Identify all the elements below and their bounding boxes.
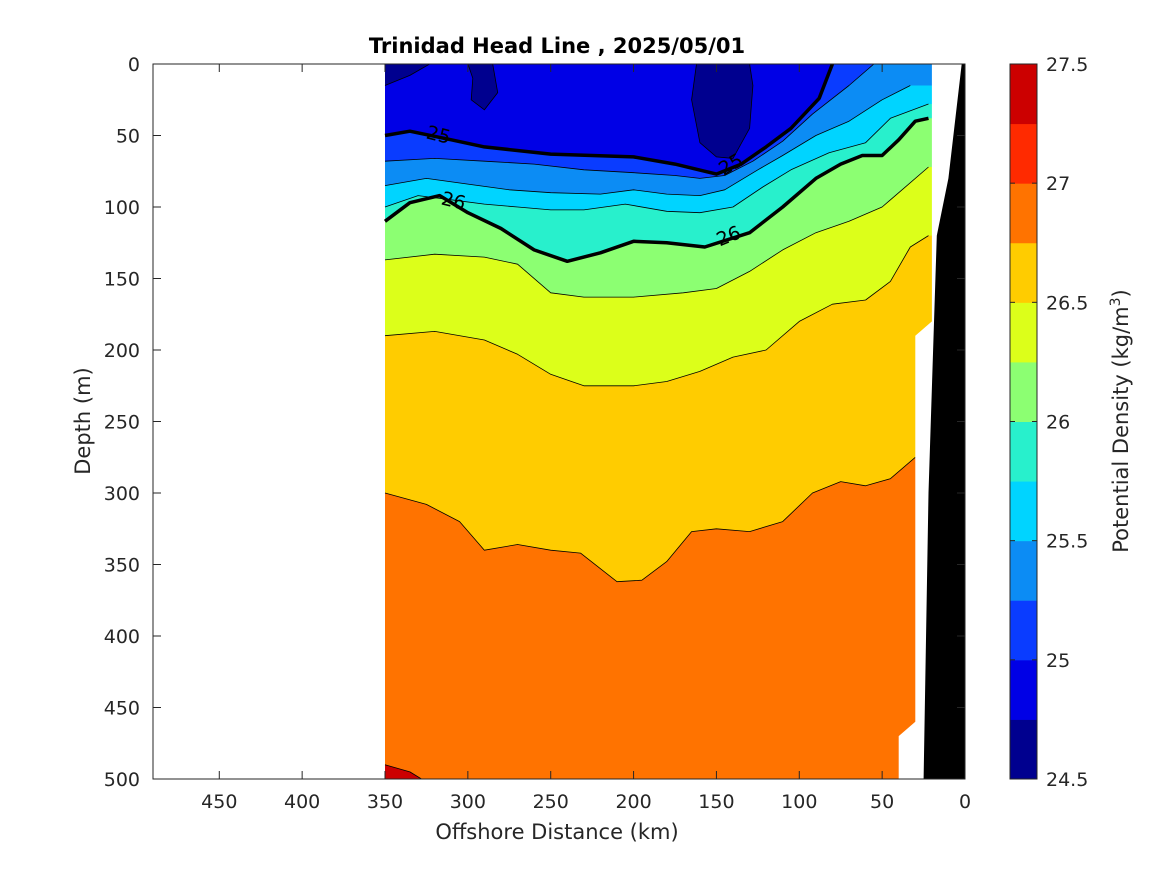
isopycnal — [384, 64, 875, 179]
x-tick-label: 300 — [450, 791, 486, 813]
colorbar-segment — [1010, 421, 1037, 482]
colorbar-segment — [1010, 64, 1037, 125]
colorbar-segment — [1010, 540, 1037, 601]
contour-lines — [383, 64, 929, 779]
isopycnal — [384, 456, 916, 583]
colorbar-segment — [1010, 659, 1037, 720]
plot-area: 25 25 26 26 — [152, 63, 966, 780]
colorbar-label-text: Potential Density (kg/m — [1109, 306, 1133, 552]
colorbar-label-close: ) — [1109, 289, 1133, 297]
x-tick-label: 250 — [533, 791, 569, 813]
colorbar-tick-label: 25.5 — [1046, 531, 1088, 553]
isopycnal — [384, 764, 422, 779]
isopycnal — [384, 64, 430, 86]
colorbar-tick-label: 26.5 — [1046, 292, 1088, 314]
isopycnal — [384, 235, 929, 387]
isopycnal — [691, 64, 754, 159]
y-tick-label: 450 — [104, 698, 140, 720]
x-axis: 450 400 350 300 250 200 150 100 50 0 — [201, 64, 971, 813]
y-axis-label: Depth (m) — [71, 367, 95, 474]
isopycnal — [384, 85, 911, 197]
y-tick-label: 350 — [104, 555, 140, 577]
colorbar — [1009, 63, 1038, 780]
density-layer — [385, 64, 430, 86]
y-tick-label: 500 — [104, 769, 140, 791]
y-tick-label: 200 — [104, 340, 140, 362]
colorbar-tick-label: 25 — [1046, 650, 1070, 672]
labeled-isopycnal — [383, 116, 929, 264]
colorbar-tick-label: 27.5 — [1046, 54, 1088, 76]
y-tick-label: 150 — [104, 269, 140, 291]
colorbar-label-sup: 3 — [1108, 297, 1124, 306]
colorbar-segment — [1010, 183, 1037, 244]
y-tick-label: 50 — [116, 126, 140, 148]
colorbar-segment — [1010, 123, 1037, 184]
x-axis-label: Offshore Distance (km) — [435, 820, 678, 844]
isopycnal — [384, 166, 929, 298]
y-tick-label: 400 — [104, 626, 140, 648]
x-tick-label: 400 — [284, 791, 320, 813]
x-tick-label: 50 — [870, 791, 894, 813]
colorbar-tick-label: 24.5 — [1046, 769, 1088, 791]
colorbar-segment — [1010, 361, 1037, 422]
colorbar-ticks: 24.5 25 25.5 26 26.5 27 27.5 — [1010, 54, 1088, 791]
colorbar-tick-label: 27 — [1046, 173, 1070, 195]
isopycnal — [384, 103, 929, 214]
colorbar-segment — [1010, 719, 1037, 780]
chart-title: Trinidad Head Line , 2025/05/01 — [369, 34, 745, 58]
colorbar-tick-label: 26 — [1046, 412, 1070, 434]
density-layers — [385, 64, 965, 779]
isopycnal — [467, 64, 499, 111]
colorbar-segment — [1010, 481, 1037, 542]
y-tick-label: 100 — [104, 197, 140, 219]
y-tick-label: 250 — [104, 412, 140, 434]
x-tick-label: 450 — [201, 791, 237, 813]
seafloor-shape — [923, 64, 965, 779]
x-tick-label: 150 — [698, 791, 734, 813]
x-tick-label: 200 — [615, 791, 651, 813]
labeled-isopycnal — [384, 64, 835, 176]
colorbar-segment — [1010, 600, 1037, 661]
y-tick-label: 0 — [128, 54, 140, 76]
colorbar-segment — [1010, 242, 1037, 303]
y-axis: 0 50 100 150 200 250 300 350 400 450 500 — [104, 54, 965, 791]
density-pocket — [691, 64, 753, 159]
x-tick-label: 100 — [781, 791, 817, 813]
y-tick-label: 300 — [104, 483, 140, 505]
colorbar-segment — [1010, 302, 1037, 363]
density-pocket — [467, 64, 498, 110]
colorbar-label: Potential Density (kg/m3) — [1108, 289, 1133, 553]
x-tick-label: 0 — [959, 791, 971, 813]
density-layer — [385, 764, 422, 779]
x-tick-label: 350 — [367, 791, 403, 813]
seafloor — [898, 64, 965, 779]
